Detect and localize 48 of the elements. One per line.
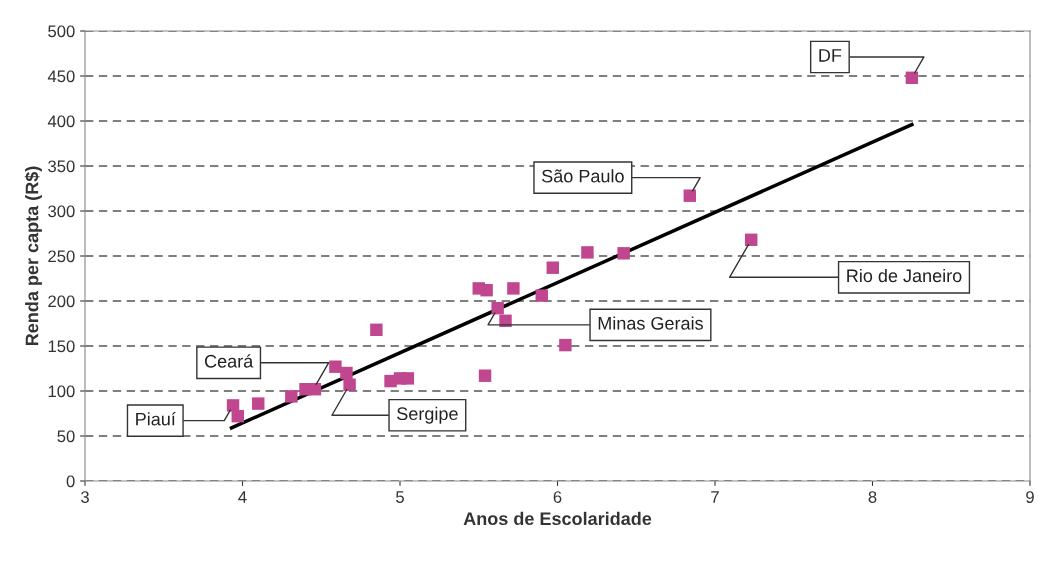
x-tick-label: 7 bbox=[711, 491, 719, 503]
y-tick-label: 0 bbox=[66, 475, 75, 488]
point bbox=[535, 289, 548, 302]
y-tick-label: 150 bbox=[48, 340, 75, 353]
point bbox=[343, 378, 356, 391]
point bbox=[745, 233, 758, 247]
x-tick-label: 5 bbox=[396, 491, 404, 503]
x-tick-label: 6 bbox=[553, 491, 562, 503]
y-tick-label: 200 bbox=[48, 295, 75, 308]
point bbox=[401, 372, 415, 385]
y-tick-label: 350 bbox=[48, 160, 75, 173]
annotation: DF bbox=[819, 49, 842, 62]
x-tick-label: 8 bbox=[868, 491, 877, 503]
y-tick-label: 50 bbox=[57, 430, 75, 443]
point bbox=[308, 382, 322, 396]
point bbox=[252, 397, 265, 410]
point bbox=[491, 301, 504, 315]
point bbox=[683, 189, 697, 202]
annotation: Minas Gerais bbox=[598, 316, 703, 330]
x-tick-label: 9 bbox=[1026, 491, 1034, 503]
point bbox=[559, 338, 572, 352]
annotation: Piauí bbox=[136, 412, 176, 426]
x-axis-title: Anos de Escolaridade bbox=[463, 511, 652, 526]
point bbox=[329, 360, 342, 373]
y-tick-label: 300 bbox=[48, 205, 75, 218]
point bbox=[581, 246, 594, 259]
point bbox=[480, 283, 493, 297]
point bbox=[285, 390, 298, 403]
point bbox=[617, 247, 630, 260]
point bbox=[905, 71, 919, 85]
y-tick-label: 400 bbox=[47, 115, 75, 128]
point bbox=[546, 261, 559, 274]
x-tick-label: 3 bbox=[81, 491, 89, 503]
y-tick-label: 250 bbox=[48, 250, 75, 263]
x-tick-label: 4 bbox=[238, 491, 247, 503]
annotation: Ceará bbox=[204, 354, 254, 368]
point bbox=[507, 282, 520, 295]
point bbox=[340, 366, 353, 380]
point bbox=[478, 369, 492, 382]
annotation: Rio de Janeiro bbox=[847, 268, 962, 283]
annotation: Sergipe bbox=[397, 406, 458, 424]
y-tick-label: 450 bbox=[47, 70, 75, 83]
annotation: São Paulo bbox=[542, 169, 624, 183]
point bbox=[370, 323, 383, 337]
y-tick-label: 100 bbox=[48, 385, 75, 398]
y-tick-label: 500 bbox=[48, 25, 75, 38]
y-axis-title: Renda per capta (R$) bbox=[24, 166, 42, 346]
point bbox=[231, 409, 244, 423]
